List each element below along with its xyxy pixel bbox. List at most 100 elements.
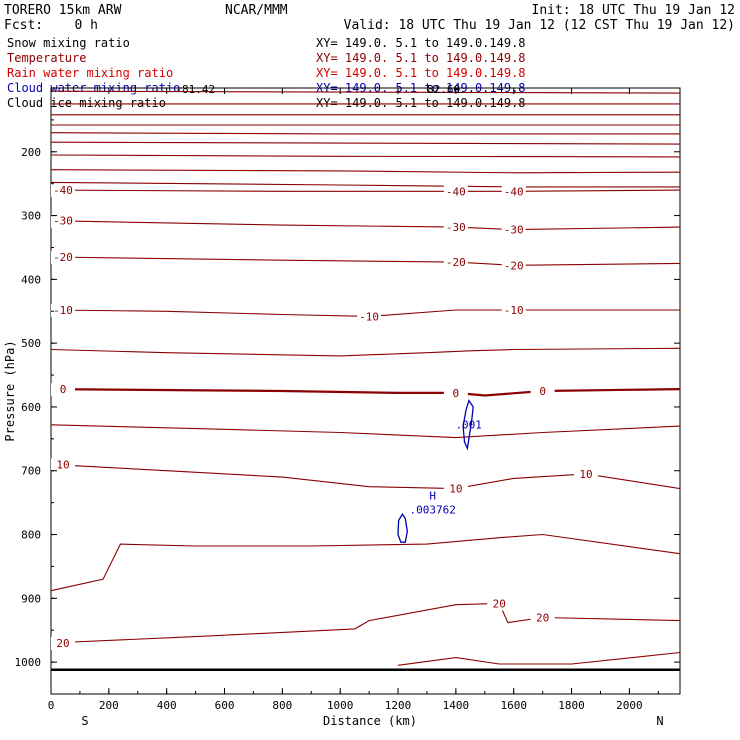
plot-area: -40 -40 -40 -30 -30 -30 -20 -20 -20 -10 -10 -10 0 0 0 1… [50, 83, 681, 695]
isotherm-label-bg [51, 303, 75, 317]
isotherm-line [50, 154, 681, 158]
isotherm-label-bg [443, 221, 468, 235]
isotherm-label: -10 [359, 310, 379, 323]
isotherm-line [50, 424, 681, 439]
x-tick-label: 400 [157, 699, 177, 712]
field-name: Cloud ice mixing ratio [7, 96, 166, 110]
x-tick-label: 1600 [500, 699, 527, 712]
center-title: NCAR/MMM [225, 3, 288, 18]
x-tick-label: 600 [215, 699, 235, 712]
isotherm-label: -30 [53, 215, 73, 228]
field-name: Snow mixing ratio [7, 36, 130, 50]
top-contour-value: 82.60 [427, 83, 460, 96]
isotherm-label-bg [501, 223, 526, 237]
x-tick-label: 1400 [443, 699, 470, 712]
x-tick-label: 1200 [385, 699, 412, 712]
isotherm-label-bg [443, 482, 468, 496]
isotherm-line [50, 90, 681, 94]
isotherm-label: 20 [536, 611, 549, 624]
field-xy-range: XY= 149.0. 5.1 to 149.0.149.8 [316, 36, 526, 50]
y-tick-label: 300 [21, 210, 41, 223]
isotherm-label: -40 [53, 184, 73, 197]
y-tick-label: 700 [21, 465, 41, 478]
x-tick-label: 2000 [616, 699, 643, 712]
isotherm-line [50, 256, 681, 266]
isotherm-label: -40 [504, 185, 524, 198]
isotherm-line [50, 141, 681, 145]
field-xy-range: XY= 149.0. 5.1 to 149.0.149.8 [316, 96, 526, 110]
cloud-water-label: .001 [455, 418, 482, 431]
isotherm-label: -20 [53, 251, 73, 264]
cloud-water-contour [462, 399, 474, 451]
isotherm-line [50, 388, 681, 397]
y-tick-label: 200 [21, 146, 41, 159]
isotherm-line [397, 651, 681, 666]
y-tick-label: 900 [21, 592, 41, 605]
maximum-marker: H [429, 489, 436, 502]
isotherm-line [50, 533, 681, 592]
isotherm-label-bg [51, 636, 75, 650]
y-tick-label: 600 [21, 401, 41, 414]
model-title: TORERO 15km ARW [4, 3, 122, 18]
isotherm-label-bg [501, 259, 526, 273]
isotherm-label-bg [51, 184, 75, 198]
isotherm-label: 0 [60, 383, 67, 396]
chart-annotations: H.003762 -81.42 82.60 [175, 83, 460, 516]
isotherm-label-bg [51, 458, 75, 472]
x-axis-label: Distance (km) [323, 714, 417, 728]
isotherm-label: 10 [449, 483, 462, 496]
isotherm-line [50, 169, 681, 174]
isotherm-label: -10 [53, 304, 73, 317]
y-tick-label: 500 [21, 337, 41, 350]
isotherm-label-bg [487, 597, 512, 611]
isotherm-label-bg [443, 386, 468, 400]
isotherm-label: 10 [579, 468, 592, 481]
y-axis-label: Pressure (hPa) [3, 340, 17, 441]
isotherm-label-bg [530, 611, 555, 625]
isotherm-line [50, 347, 681, 357]
init-time: Init: 18 UTC Thu 19 Jan 12 [532, 3, 736, 18]
x-axis: 0 200 400 600 800 1000 1200 1400 1600 1800 2000 [48, 88, 659, 712]
isotherm-line [50, 220, 681, 231]
valid-time: Valid: 18 UTC Thu 19 Jan 12 (12 CST Thu … [344, 18, 735, 33]
north-endpoint-label: N [656, 714, 663, 728]
isotherm-label-bg [357, 310, 382, 324]
field-name: Rain water mixing ratio [7, 66, 173, 80]
x-tick-label: 1800 [558, 699, 585, 712]
isotherm-line [50, 181, 680, 188]
isotherm-label-bg [51, 214, 75, 228]
isotherm-line [50, 602, 681, 644]
isotherm-label: 0 [539, 385, 546, 398]
isotherm-line [50, 463, 681, 490]
south-endpoint-label: S [81, 714, 88, 728]
field-name: Temperature [7, 51, 86, 65]
isotherm-label-bg [51, 251, 75, 265]
isotherm-label-bg [443, 256, 468, 270]
isotherm-label: -20 [446, 256, 466, 269]
x-tick-label: 800 [272, 699, 292, 712]
x-tick-label: 0 [48, 699, 55, 712]
forecast-hour: Fcst: 0 h [4, 18, 98, 33]
isotherm-label-bg [501, 303, 526, 317]
field-legend: Snow mixing ratio XY= 149.0. 5.1 to 149.0… [7, 36, 526, 110]
y-tick-label: 800 [21, 529, 41, 542]
isotherm-label: -10 [504, 304, 524, 317]
isotherm-label-bg [530, 385, 555, 398]
chart-header: TORERO 15km ARW NCAR/MMM Init: 18 UTC Th… [4, 3, 735, 33]
isotherm-label: -30 [446, 221, 466, 234]
cloud-water-contour [397, 512, 408, 543]
x-tick-label: 200 [99, 699, 119, 712]
isotherm-line [50, 189, 681, 192]
cloud-water-contours: .001 [397, 399, 482, 543]
isotherm-line [50, 132, 680, 135]
isotherm-label: -30 [504, 224, 524, 237]
top-contour-value: -81.42 [175, 83, 215, 96]
isotherm-label-bg [574, 467, 599, 481]
temperature-isotherms: -40 -40 -40 -30 -30 -30 -20 -20 -20 -10 -10 -10 0 0 0 1… [50, 90, 681, 666]
x-tick-label: 1000 [327, 699, 354, 712]
isotherm-label: 0 [453, 387, 460, 400]
field-xy-range: XY= 149.0. 5.1 to 149.0.149.8 [316, 66, 526, 80]
isotherm-label: 20 [56, 637, 69, 650]
